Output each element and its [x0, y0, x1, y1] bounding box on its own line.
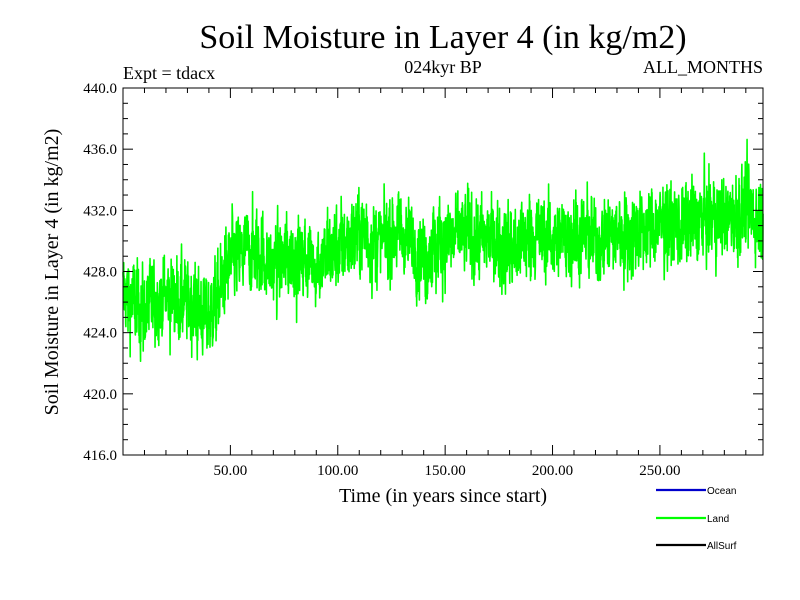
chart-subtitle: 024kyr BP: [404, 57, 482, 77]
y-tick-label: 436.0: [83, 142, 117, 158]
x-tick-label: 50.00: [214, 463, 248, 479]
experiment-label: Expt = tdacx: [123, 63, 215, 83]
x-axis: 50.00 100.00 150.00 200.00 250.00: [143, 88, 747, 479]
y-tick-label: 416.0: [83, 448, 117, 464]
series-layer: [122, 138, 764, 363]
y-tick-label: 428.0: [83, 265, 117, 281]
x-tick-label: 250.00: [639, 463, 680, 479]
x-tick-label: 100.00: [317, 463, 358, 479]
x-tick-label: 150.00: [425, 463, 466, 479]
x-axis-label: Time (in years since start): [339, 485, 547, 507]
y-tick-label: 440.0: [83, 81, 117, 97]
y-tick-label: 432.0: [83, 203, 117, 219]
chart-title: Soil Moisture in Layer 4 (in kg/m2): [199, 19, 686, 56]
legend: Ocean Land AllSurf: [656, 486, 737, 552]
x-tick-label: 200.00: [532, 463, 573, 479]
period-label: ALL_MONTHS: [643, 57, 763, 77]
legend-label: Ocean: [707, 486, 736, 497]
y-tick-label: 424.0: [83, 326, 117, 342]
series-line-land: [122, 138, 764, 363]
y-axis: 416.0 420.0 424.0 428.0 432.0 436.0 440.0: [83, 81, 763, 464]
y-tick-label: 420.0: [83, 387, 117, 403]
legend-label: Land: [707, 514, 729, 525]
legend-label: AllSurf: [707, 541, 737, 552]
y-axis-label: Soil Moisture in Layer 4 (in kg/m2): [41, 129, 63, 416]
